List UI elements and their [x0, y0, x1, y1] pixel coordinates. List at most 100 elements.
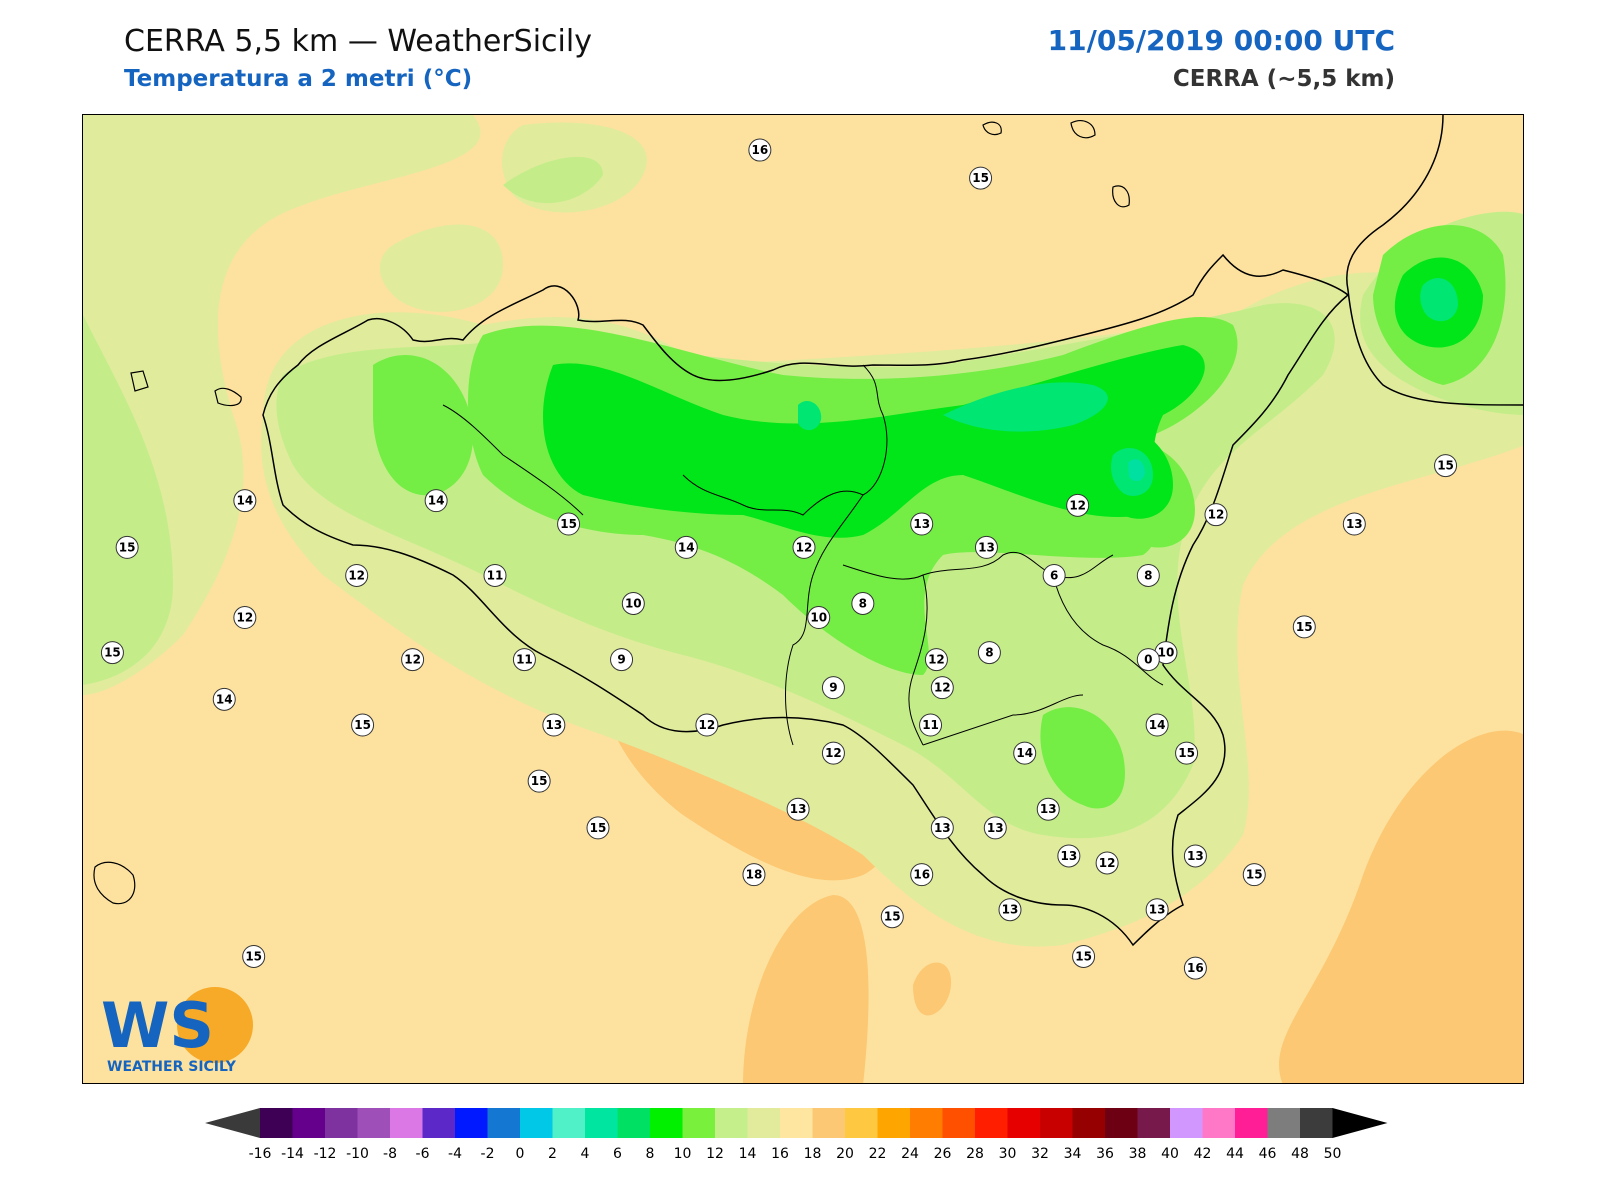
station-marker: 13: [983, 816, 1007, 840]
colorbar-tick-label: 20: [836, 1146, 854, 1162]
station-marker: 13: [542, 713, 566, 737]
station-marker: 13: [910, 512, 934, 536]
colorbar-cell: [1007, 1108, 1041, 1138]
station-value: 10: [1158, 646, 1175, 660]
colorbar-tick-label: 28: [966, 1146, 984, 1162]
colorbar-tick-label: 34: [1064, 1146, 1082, 1162]
colorbar-cell: [260, 1108, 293, 1138]
station-marker: 15: [586, 816, 610, 840]
station-circle: [1204, 503, 1228, 527]
station-value: 6: [1050, 568, 1058, 582]
station-marker: 13: [998, 898, 1022, 922]
station-marker: 12: [1204, 503, 1228, 527]
logo-sun-icon: [177, 987, 253, 1063]
station-value: 15: [884, 910, 901, 924]
station-value: 12: [348, 568, 365, 582]
station-marker: 12: [1095, 851, 1119, 875]
station-circle: [695, 713, 719, 737]
colorbar-tick-label: 8: [646, 1146, 655, 1162]
colorbar-cell: [422, 1108, 456, 1138]
station-circle: [748, 138, 772, 162]
station-marker: 13: [1036, 797, 1060, 821]
field-10-southeast: [1040, 707, 1125, 809]
station-value: 15: [1296, 620, 1313, 634]
colorbar-tick-label: 30: [999, 1146, 1017, 1162]
station-marker: 12: [1066, 493, 1090, 517]
station-value: 8: [985, 646, 993, 660]
station-circle: [1434, 454, 1458, 478]
station-circle: [242, 944, 266, 968]
station-circle: [880, 905, 904, 929]
station-value: 15: [590, 821, 607, 835]
station-circle: [1136, 648, 1160, 672]
colorbar-tick-label: 42: [1194, 1146, 1212, 1162]
station-marker: 9: [610, 648, 634, 672]
province-borders: [442, 364, 1164, 746]
colorbar-tick-label: 12: [706, 1146, 724, 1162]
station-marker: 15: [557, 512, 581, 536]
colorbar-cell: [1267, 1108, 1301, 1138]
station-marker: 15: [880, 905, 904, 929]
station-circle: [742, 863, 766, 887]
colorbar-cell: [747, 1108, 781, 1138]
station-circle: [483, 563, 507, 587]
colorbar-tick-label: 18: [804, 1146, 822, 1162]
colorbar-cell: [1300, 1108, 1333, 1138]
colorbar-ticks: -16 -14 -12 -10 -8 -6 -4 -2 0 2 4 6 8 10 12 14 16 18 20 22 2…: [249, 1146, 1342, 1162]
station-value: 11: [516, 653, 533, 667]
colorbar-tick-label: -8: [383, 1146, 397, 1162]
colorbar-tick-label: -10: [346, 1146, 369, 1162]
station-value: 15: [245, 949, 262, 963]
station-circle: [542, 713, 566, 737]
station-value: 15: [354, 718, 371, 732]
station-value: 9: [829, 681, 837, 695]
station-value: 12: [237, 611, 254, 625]
station-value: 12: [928, 653, 945, 667]
colorbar-cell: [910, 1108, 943, 1138]
station-circle: [351, 713, 375, 737]
station-circle: [610, 648, 634, 672]
field-12-tyrrhenian: [503, 156, 603, 204]
colorbar-tick-label: 50: [1324, 1146, 1342, 1162]
colorbar-tick-label: 36: [1096, 1146, 1114, 1162]
colorbar-tick-label: -12: [314, 1146, 337, 1162]
station-circle: [1342, 512, 1366, 536]
logo-text: WEATHER SICILY: [107, 1059, 237, 1075]
station-marker: 13: [1057, 844, 1081, 868]
station-value: 12: [1069, 498, 1086, 512]
station-value: 12: [796, 540, 813, 554]
station-marker: 8: [977, 641, 1001, 665]
station-circle: [792, 535, 816, 559]
station-marker: 15: [969, 166, 993, 190]
colorbar-cell: [617, 1108, 651, 1138]
station-value: 15: [1178, 746, 1195, 760]
map-canvas: 16 15 14 14 15 15 12 11 14 13 12 13 12 12 13 15 12 10 8 10 8…: [83, 115, 1523, 1083]
colorbar-cell: [552, 1108, 586, 1138]
station-value: 11: [487, 568, 504, 582]
station-circle: [821, 676, 845, 700]
colorbar-cell: [1202, 1108, 1236, 1138]
station-value: 13: [1002, 903, 1019, 917]
station-marker: 12: [930, 676, 954, 700]
colorbar-cell: [1072, 1108, 1106, 1138]
station-value: 15: [1075, 949, 1092, 963]
station-circle: [233, 489, 257, 513]
weather-sicily-logo: WS WEATHER SICILY: [101, 987, 253, 1075]
station-circle: [233, 606, 257, 630]
colorbar-tick-label: 38: [1129, 1146, 1147, 1162]
station-marker: 14: [1013, 741, 1037, 765]
station-circle: [1095, 851, 1119, 875]
colorbar-cell: [715, 1108, 748, 1138]
field-10-west: [373, 355, 473, 496]
station-circle: [977, 641, 1001, 665]
station-value: 8: [859, 597, 867, 611]
station-value: 12: [825, 746, 842, 760]
colorbar-cell: [942, 1108, 976, 1138]
station-circle: [1175, 741, 1199, 765]
colorbar-tick-label: 16: [771, 1146, 789, 1162]
station-marker: 12: [401, 648, 425, 672]
station-value: 14: [678, 540, 695, 554]
station-marker: 13: [1145, 898, 1169, 922]
station-marker: 12: [233, 606, 257, 630]
station-value: 14: [237, 494, 254, 508]
